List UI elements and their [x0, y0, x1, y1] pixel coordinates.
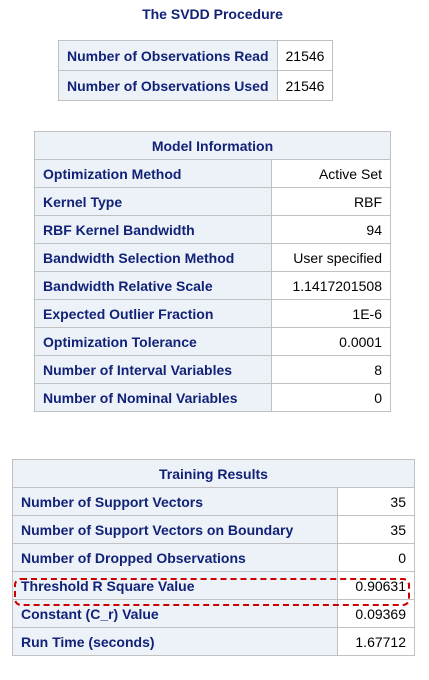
model-information-table: Model Information Optimization Method Ac… [34, 131, 391, 412]
row-value: 1E-6 [271, 299, 391, 328]
observations-read-label: Number of Observations Read [58, 40, 278, 71]
row-value: 0.90631 [337, 571, 415, 600]
row-value: 35 [337, 515, 415, 544]
table-row: Kernel Type RBF [34, 187, 391, 216]
table-row: Number of Nominal Variables 0 [34, 383, 391, 412]
row-label: Expected Outlier Fraction [34, 299, 272, 328]
row-value: 0 [337, 543, 415, 572]
training-results-table: Training Results Number of Support Vecto… [12, 459, 415, 656]
table-row: Number of Support Vectors on Boundary 35 [12, 515, 415, 544]
row-label: RBF Kernel Bandwidth [34, 215, 272, 244]
table-row: Number of Dropped Observations 0 [12, 543, 415, 572]
row-label: Bandwidth Relative Scale [34, 271, 272, 300]
row-label: Number of Support Vectors on Boundary [12, 515, 338, 544]
row-value: RBF [271, 187, 391, 216]
row-value: 0 [271, 383, 391, 412]
row-value: 1.67712 [337, 627, 415, 656]
training-results-caption: Training Results [12, 459, 415, 488]
observations-used-value: 21546 [276, 70, 334, 101]
row-value: 8 [271, 355, 391, 384]
row-label: Optimization Tolerance [34, 327, 272, 356]
table-row: Optimization Method Active Set [34, 159, 391, 188]
row-value: 94 [271, 215, 391, 244]
observations-read-value: 21546 [276, 40, 334, 71]
row-label: Run Time (seconds) [12, 627, 338, 656]
model-information-caption: Model Information [34, 131, 391, 160]
row-value: 35 [337, 487, 415, 516]
table-row: Optimization Tolerance 0.0001 [34, 327, 391, 356]
row-label: Number of Nominal Variables [34, 383, 272, 412]
row-value: 0.09369 [337, 599, 415, 628]
observations-used-label: Number of Observations Used [58, 70, 278, 101]
row-label: Number of Interval Variables [34, 355, 272, 384]
procedure-title: The SVDD Procedure [142, 6, 283, 22]
row-value: Active Set [271, 159, 391, 188]
row-label: Optimization Method [34, 159, 272, 188]
table-row: RBF Kernel Bandwidth 94 [34, 215, 391, 244]
table-row: Run Time (seconds) 1.67712 [12, 627, 415, 656]
table-row: Number of Observations Read 21546 [58, 40, 334, 71]
row-label: Bandwidth Selection Method [34, 243, 272, 272]
table-row: Number of Observations Used 21546 [58, 70, 334, 101]
row-value: User specified [271, 243, 391, 272]
row-value: 0.0001 [271, 327, 391, 356]
row-label: Constant (C_r) Value [12, 599, 338, 628]
row-label: Number of Dropped Observations [12, 543, 338, 572]
row-label: Kernel Type [34, 187, 272, 216]
table-row-highlighted: Threshold R Square Value 0.90631 [12, 571, 415, 600]
row-value: 1.1417201508 [271, 271, 391, 300]
observations-table: Number of Observations Read 21546 Number… [58, 40, 334, 101]
table-row: Bandwidth Relative Scale 1.1417201508 [34, 271, 391, 300]
row-label: Threshold R Square Value [12, 571, 338, 600]
table-row: Number of Support Vectors 35 [12, 487, 415, 516]
table-row: Number of Interval Variables 8 [34, 355, 391, 384]
table-row: Expected Outlier Fraction 1E-6 [34, 299, 391, 328]
table-row: Constant (C_r) Value 0.09369 [12, 599, 415, 628]
row-label: Number of Support Vectors [12, 487, 338, 516]
table-caption-row: Model Information [34, 131, 391, 160]
table-caption-row: Training Results [12, 459, 415, 488]
table-row: Bandwidth Selection Method User specifie… [34, 243, 391, 272]
